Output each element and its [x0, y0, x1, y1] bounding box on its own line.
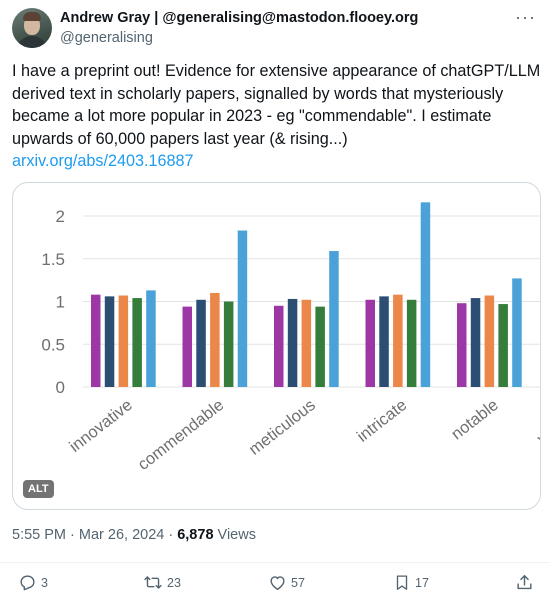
- bar: [420, 202, 431, 387]
- bar: [301, 299, 312, 387]
- bar: [223, 301, 234, 387]
- alt-badge[interactable]: ALT: [23, 480, 54, 498]
- bar: [287, 298, 298, 387]
- tweet-text: I have a preprint out! Evidence for exte…: [12, 60, 542, 173]
- share-button[interactable]: [515, 573, 534, 592]
- bar: [315, 306, 325, 387]
- action-bar: 3 23 57 17: [0, 562, 550, 599]
- bar: [132, 298, 142, 387]
- x-tick-label: commendable: [135, 396, 228, 474]
- x-tick-label: notable: [448, 396, 502, 444]
- bar: [406, 299, 417, 387]
- bar: [393, 294, 403, 387]
- bar: [91, 294, 101, 387]
- bar: [470, 298, 481, 387]
- x-tick-label: meticulous: [246, 396, 319, 459]
- tweet-body: I have a preprint out! Evidence for exte…: [12, 62, 541, 148]
- x-tick-label: intricate: [354, 396, 411, 446]
- bar: [274, 305, 284, 387]
- tweet-link[interactable]: arxiv.org/abs/2403.16887: [12, 152, 194, 170]
- bar: [210, 292, 220, 387]
- bar: [484, 295, 495, 387]
- more-icon[interactable]: ···: [515, 7, 536, 27]
- x-tick-label: versatile: [534, 396, 540, 448]
- bookmark-icon: [396, 575, 408, 590]
- y-tick-label: 0.5: [41, 335, 65, 354]
- x-tick-label: innovative: [66, 396, 136, 456]
- reply-button[interactable]: 3: [18, 573, 48, 592]
- bar: [498, 304, 508, 387]
- reply-icon: [20, 575, 35, 591]
- like-count: 57: [291, 575, 305, 590]
- handle[interactable]: @generalising: [60, 30, 153, 46]
- tweet-meta: 5:55 PM · Mar 26, 2024 · 6,878 Views: [12, 527, 256, 543]
- views-label: Views: [213, 527, 256, 543]
- bar: [365, 299, 375, 387]
- bookmark-button[interactable]: 17: [393, 573, 429, 592]
- reply-count: 3: [41, 575, 48, 590]
- views-count: 6,878: [177, 527, 214, 543]
- y-tick-label: 0: [56, 378, 65, 397]
- bar: [146, 290, 156, 387]
- bar: [329, 251, 339, 387]
- bar: [457, 303, 467, 387]
- y-tick-label: 1.5: [41, 250, 65, 269]
- y-tick-label: 2: [56, 207, 65, 226]
- timestamp[interactable]: 5:55 PM · Mar 26, 2024 ·: [12, 527, 178, 543]
- y-tick-label: 1: [56, 293, 65, 312]
- repost-button[interactable]: 23: [143, 573, 181, 592]
- bar: [118, 295, 129, 387]
- share-icon: [517, 575, 532, 590]
- avatar[interactable]: [12, 8, 52, 48]
- like-button[interactable]: 57: [268, 573, 305, 592]
- repost-icon: [144, 576, 162, 589]
- bar: [196, 299, 206, 387]
- bar: [104, 296, 115, 387]
- bar: [182, 306, 192, 387]
- heart-icon: [270, 576, 285, 590]
- bookmark-count: 17: [415, 575, 429, 590]
- bar: [379, 296, 389, 387]
- bar: [237, 230, 248, 387]
- chart-image[interactable]: 2 1.5 1 0.5 0 innovative commendable meticulous…: [12, 182, 541, 510]
- bar: [512, 278, 522, 387]
- repost-count: 23: [167, 575, 181, 590]
- display-name[interactable]: Andrew Gray | @generalising@mastodon.flo…: [60, 10, 419, 26]
